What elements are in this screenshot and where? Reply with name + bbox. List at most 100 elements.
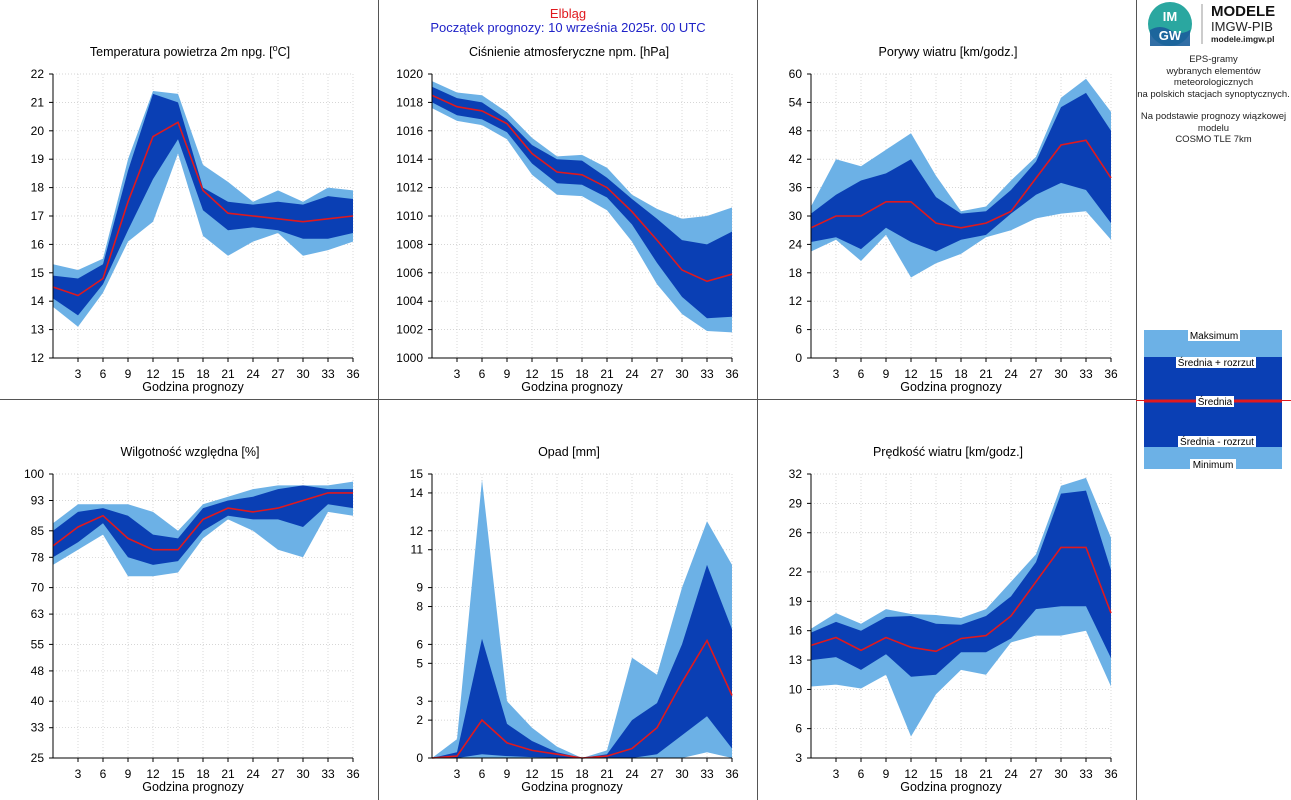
y-tick-label: 85 xyxy=(31,524,45,538)
x-tick-label: 33 xyxy=(321,767,335,781)
y-tick-label: 14 xyxy=(410,486,424,500)
y-tick-label: 63 xyxy=(31,607,45,621)
mean-line xyxy=(52,492,353,551)
x-tick-label: 24 xyxy=(1004,367,1018,381)
y-tick-label: 0 xyxy=(795,351,802,365)
range-band xyxy=(432,479,732,758)
x-tick-label: 24 xyxy=(1004,767,1018,781)
station-name: Elbląg xyxy=(549,6,587,21)
legend-max-label: Maksimum xyxy=(1190,331,1238,342)
mean-line xyxy=(52,121,354,297)
x-tick-label: 15 xyxy=(550,367,564,381)
y-tick-label: 6 xyxy=(795,722,802,736)
x-tick-label: 18 xyxy=(954,767,968,781)
y-tick-label: 22 xyxy=(31,67,45,81)
x-tick-label: 12 xyxy=(525,367,539,381)
y-tick-label: 1012 xyxy=(396,181,423,195)
y-tick-label: 17 xyxy=(31,209,45,223)
x-tick-label: 33 xyxy=(1079,367,1093,381)
x-tick-label: 36 xyxy=(346,767,360,781)
x-tick-label: 21 xyxy=(979,767,993,781)
desc-line xyxy=(1136,100,1291,111)
x-tick-label: 27 xyxy=(1029,367,1043,381)
x-axis-label: Godzina prognozy xyxy=(521,380,623,394)
y-tick-label: 26 xyxy=(789,526,803,540)
y-tick-label: 24 xyxy=(789,237,803,251)
x-tick-label: 15 xyxy=(929,767,943,781)
y-tick-label: 78 xyxy=(31,550,45,564)
imgw-logo: IM GW xyxy=(1148,2,1203,46)
y-tick-label: 1000 xyxy=(396,351,423,365)
x-tick-label: 9 xyxy=(125,767,132,781)
desc-line: Na podstawie prognozy wiązkowej modelu xyxy=(1140,111,1287,134)
logo-mark-text: IM xyxy=(1163,9,1177,24)
legend-plus-label: Średnia + rozrzut xyxy=(1178,356,1255,369)
y-tick-label: 1002 xyxy=(396,323,423,337)
x-axis-label: Godzina prognozy xyxy=(900,780,1002,794)
x-axis-label: Godzina prognozy xyxy=(142,380,244,394)
x-tick-label: 9 xyxy=(125,367,132,381)
x-tick-label: 21 xyxy=(221,367,235,381)
spread-band xyxy=(432,86,732,319)
x-tick-label: 18 xyxy=(954,367,968,381)
x-tick-label: 18 xyxy=(196,367,210,381)
x-tick-label: 3 xyxy=(454,767,461,781)
y-tick-label: 8 xyxy=(416,600,423,614)
y-tick-label: 3 xyxy=(795,751,802,765)
mean-line xyxy=(431,94,733,283)
x-tick-label: 30 xyxy=(296,367,310,381)
logo-subtitle: IMGW-PIB xyxy=(1211,19,1273,34)
title-part: Temperatura powietrza 2m npg. [ xyxy=(90,45,273,59)
y-tick-label: 13 xyxy=(31,323,45,337)
y-tick-label: 11 xyxy=(411,543,424,557)
chart-title: Opad [mm] xyxy=(538,445,600,459)
x-tick-label: 6 xyxy=(479,367,486,381)
x-tick-label: 12 xyxy=(146,767,160,781)
y-tick-label: 12 xyxy=(31,351,45,365)
y-tick-label: 19 xyxy=(789,594,803,608)
y-tick-label: 55 xyxy=(31,637,45,651)
x-tick-label: 33 xyxy=(321,367,335,381)
y-tick-label: 15 xyxy=(31,266,45,280)
y-tick-label: 13 xyxy=(789,653,803,667)
x-tick-label: 33 xyxy=(1079,767,1093,781)
desc-line: EPS-gramy xyxy=(1189,54,1238,65)
y-tick-label: 5 xyxy=(416,656,423,670)
y-tick-label: 48 xyxy=(31,664,45,678)
y-tick-label: 16 xyxy=(31,237,45,251)
chart-title: Prędkość wiatru [km/godz.] xyxy=(873,445,1023,459)
x-tick-label: 36 xyxy=(725,767,739,781)
x-tick-label: 24 xyxy=(625,367,639,381)
y-tick-label: 0 xyxy=(416,751,423,765)
y-tick-label: 1010 xyxy=(396,209,423,223)
x-tick-label: 6 xyxy=(100,767,107,781)
mean-line xyxy=(810,546,1112,653)
x-tick-label: 21 xyxy=(221,767,235,781)
x-tick-label: 33 xyxy=(700,767,714,781)
x-tick-label: 24 xyxy=(246,367,260,381)
x-tick-label: 9 xyxy=(504,767,511,781)
x-tick-label: 36 xyxy=(346,367,360,381)
spread-band xyxy=(811,92,1111,252)
desc-line: COSMO TLE 7km xyxy=(1175,134,1252,145)
x-axis-label: Godzina prognozy xyxy=(900,380,1002,394)
legend-range-bottom xyxy=(1144,447,1282,469)
y-tick-label: 6 xyxy=(416,637,423,651)
y-tick-label: 93 xyxy=(31,494,45,508)
x-tick-label: 6 xyxy=(858,367,865,381)
x-tick-label: 24 xyxy=(246,767,260,781)
y-tick-label: 3 xyxy=(416,694,423,708)
x-tick-label: 12 xyxy=(904,767,918,781)
y-tick-label: 22 xyxy=(789,565,803,579)
x-tick-label: 3 xyxy=(833,767,840,781)
x-tick-label: 18 xyxy=(575,767,589,781)
x-tick-label: 6 xyxy=(100,367,107,381)
x-tick-label: 15 xyxy=(171,767,185,781)
legend-min-label: Minimum xyxy=(1193,460,1234,471)
x-tick-label: 36 xyxy=(1104,767,1118,781)
y-tick-label: 60 xyxy=(789,67,803,81)
